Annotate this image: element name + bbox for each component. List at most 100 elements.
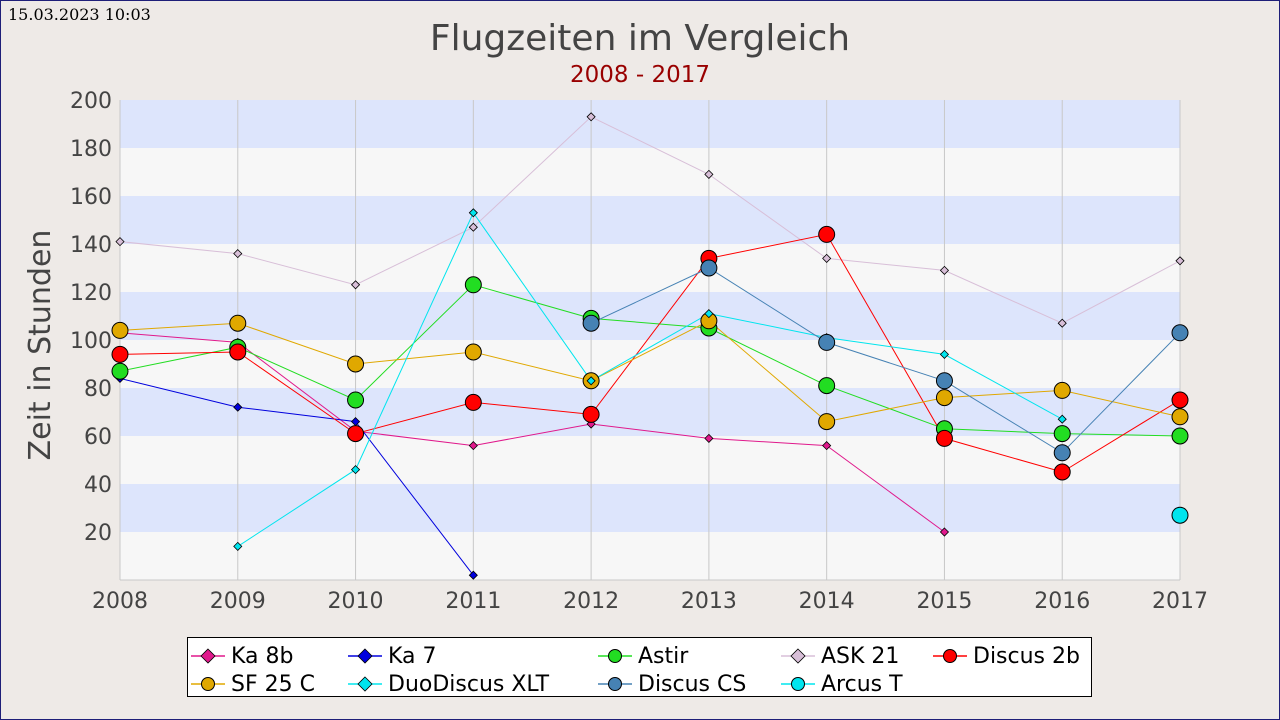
legend-label: Ka 7 [388,643,437,669]
data-point [582,405,600,423]
grid-band [120,244,1180,292]
legend: Ka 8b Ka 7 Astir ASK 21 Discus 2b SF 25 C DuoD… [187,637,1092,697]
y-tick-label: 200 [70,89,112,114]
data-point [1053,444,1071,462]
legend-swatch [781,648,815,664]
data-point [939,265,950,275]
data-point [229,343,247,361]
data-point [818,333,836,351]
legend-item: Ka 8b [191,642,293,670]
data-point [1171,506,1189,524]
data-point [233,402,243,412]
y-tick-label: 60 [84,425,112,450]
data-point [464,276,482,294]
data-point [347,391,365,409]
series-line [119,332,945,533]
data-point [1171,391,1189,409]
data-point [582,314,600,332]
series-lines [119,116,1181,576]
legend-swatch [348,648,382,664]
data-point [111,321,129,339]
legend-item: Discus 2b [933,642,1080,670]
y-tick-label: 120 [70,281,112,306]
legend-label: Discus CS [638,671,747,697]
y-axis-label: Zeit in Stunden [23,230,58,461]
legend-item: Arcus T [781,670,903,698]
data-point [935,389,953,407]
data-point [1171,427,1189,445]
data-point [1053,425,1071,443]
data-point [464,393,482,411]
data-point [111,362,129,380]
data-point [818,413,836,431]
series-line [119,284,1181,437]
grid-band [120,532,1180,580]
legend-swatch [191,648,225,664]
data-point [586,112,596,122]
legend-item: SF 25 C [191,670,315,698]
data-point [468,570,478,580]
data-point [1175,256,1185,266]
x-tick-label: 2011 [445,589,501,614]
data-point [1171,408,1189,426]
legend-label: Arcus T [821,671,903,697]
grid-band [120,484,1180,532]
x-tick-label: 2014 [799,589,855,614]
series-line [119,377,474,576]
legend-swatch [598,677,632,691]
y-axis: 20 40 60 80 100 120 140 160 180 200 [70,89,112,546]
data-point [468,441,478,451]
x-tick-label: 2013 [681,589,737,614]
data-point [1053,463,1071,481]
data-point [704,169,714,179]
grid-band [120,388,1180,436]
series-line [119,320,1181,423]
legend-item: DuoDiscus XLT [348,670,549,698]
y-tick-label: 140 [70,233,112,258]
legend-swatch [933,649,967,663]
x-tick-label: 2016 [1034,589,1090,614]
x-tick-label: 2008 [92,589,148,614]
legend-swatch [781,677,815,691]
data-point [939,349,950,359]
data-point [111,345,129,363]
legend-label: Astir [638,643,689,669]
data-point [935,429,953,447]
legend-item: Astir [598,642,688,670]
data-point [464,343,482,361]
grid-band [120,292,1180,340]
data-point [939,527,950,537]
data-point [229,314,247,332]
data-point [1171,324,1189,342]
y-tick-label: 20 [84,521,112,546]
grid-band [120,100,1180,148]
legend-swatch [348,676,382,692]
data-point [1053,381,1071,399]
legend-label: Discus 2b [973,643,1080,669]
series-line [237,211,1063,547]
y-tick-label: 180 [70,137,112,162]
data-point [468,208,478,218]
data-point [347,355,365,373]
x-axis: 2008 2009 2010 2011 2012 2013 2014 2015 2016 2017 [92,589,1208,614]
grid-band [120,196,1180,244]
x-tick-label: 2017 [1152,589,1208,614]
data-point [818,377,836,395]
legend-label: SF 25 C [231,671,315,697]
x-tick-label: 2010 [328,589,384,614]
data-point [1057,414,1067,424]
data-point [822,253,832,263]
chart-title: Flugzeiten im Vergleich [429,18,851,59]
x-tick-label: 2015 [916,589,972,614]
legend-item: Discus CS [598,670,746,698]
y-tick-label: 100 [70,329,112,354]
y-tick-label: 160 [70,185,112,210]
data-point [233,249,243,259]
data-point [822,441,832,451]
grid-band [120,148,1180,196]
data-point [704,433,714,443]
grid-band [120,340,1180,388]
data-point [468,222,478,232]
chart-subtitle: 2008 - 2017 [570,62,710,88]
x-tick-label: 2009 [210,589,266,614]
